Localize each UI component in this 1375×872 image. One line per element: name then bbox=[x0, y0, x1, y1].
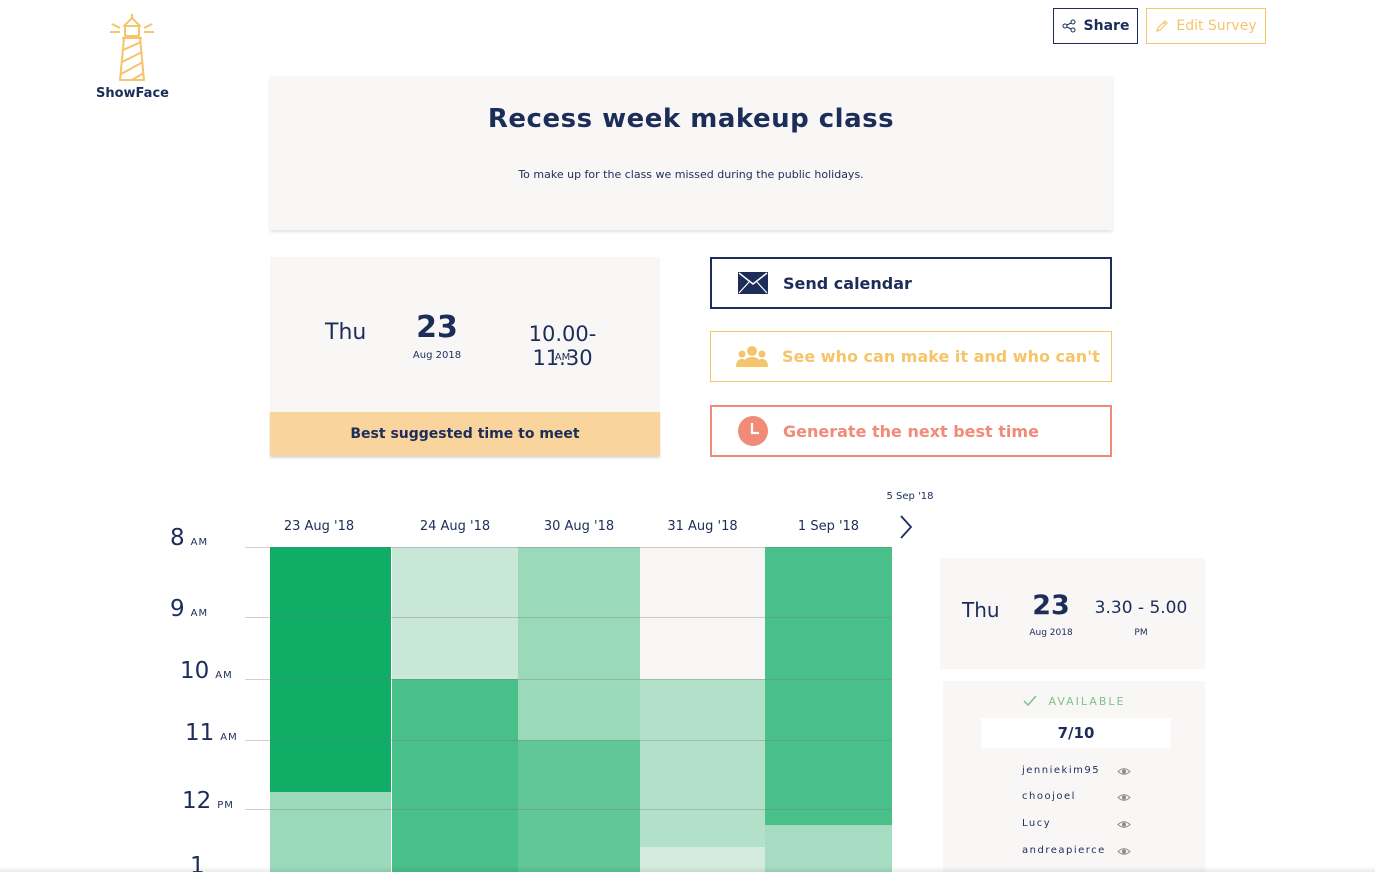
see-who-label: See who can make it and who can't bbox=[782, 347, 1100, 366]
pencil-icon bbox=[1156, 19, 1169, 32]
participant-name: choojoel bbox=[1022, 791, 1076, 802]
available-count: 7/10 bbox=[981, 718, 1171, 748]
heatmap-cell[interactable] bbox=[640, 846, 765, 872]
heatmap-cell[interactable] bbox=[765, 547, 892, 825]
generate-next-button[interactable]: Generate the next best time bbox=[710, 405, 1112, 457]
hour-label: 9 AM bbox=[170, 596, 209, 622]
best-suggested-banner: Best suggested time to meet bbox=[270, 412, 660, 456]
column-label: 1 Sep '18 bbox=[797, 519, 860, 534]
survey-description: To make up for the class we missed durin… bbox=[518, 168, 864, 181]
participant-name: jenniekim95 bbox=[1022, 765, 1101, 776]
heatmap-cell[interactable] bbox=[392, 547, 518, 679]
page-bottom-edge bbox=[0, 866, 1375, 872]
logo-text: ShowFace bbox=[96, 86, 169, 101]
generate-next-label: Generate the next best time bbox=[783, 421, 1039, 441]
logo[interactable]: ShowFace bbox=[96, 12, 169, 101]
chevron-right-icon[interactable] bbox=[898, 514, 914, 540]
slot-day: Thu bbox=[962, 598, 1000, 622]
heatmap-cell[interactable] bbox=[270, 791, 391, 872]
best-time-card: Thu 23 Aug 2018 10.00-11.30 AM Best sugg… bbox=[270, 257, 660, 456]
hour-gridline bbox=[245, 809, 892, 810]
check-icon bbox=[1022, 695, 1037, 707]
slot-month-year: Aug 2018 bbox=[1029, 628, 1073, 638]
eye-icon[interactable] bbox=[1117, 793, 1131, 802]
share-label: Share bbox=[1083, 18, 1130, 34]
survey-title: Recess week makeup class bbox=[487, 104, 895, 134]
slot-date: 23 bbox=[1032, 590, 1070, 621]
eye-icon[interactable] bbox=[1117, 847, 1131, 856]
hour-gridline bbox=[245, 679, 892, 680]
availability-panel: AVAILABLE 7/10 jenniekim95 choojoel Lucy… bbox=[943, 681, 1205, 872]
send-calendar-label: Send calendar bbox=[783, 273, 912, 293]
best-time-range: 10.00-11.30 bbox=[528, 322, 597, 370]
column-label: 23 Aug '18 bbox=[283, 519, 355, 534]
participant-name: Lucy bbox=[1022, 818, 1052, 829]
heatmap-cell[interactable] bbox=[392, 679, 518, 872]
column-label: 31 Aug '18 bbox=[667, 519, 738, 534]
heatmap-cell[interactable] bbox=[640, 547, 765, 679]
best-ampm: AM bbox=[554, 352, 571, 363]
edit-survey-button[interactable]: Edit Survey bbox=[1146, 8, 1266, 44]
slot-time-range: 3.30 - 5.00 bbox=[1094, 598, 1188, 618]
hour-gridline bbox=[245, 617, 892, 618]
hour-label: 8 AM bbox=[170, 525, 209, 551]
send-calendar-button[interactable]: Send calendar bbox=[710, 257, 1112, 309]
heatmap-cell[interactable] bbox=[270, 547, 391, 792]
column-label: 30 Aug '18 bbox=[543, 519, 615, 534]
share-button[interactable]: Share bbox=[1053, 8, 1138, 44]
survey-header-card: Recess week makeup class To make up for … bbox=[270, 76, 1112, 230]
lighthouse-icon bbox=[110, 14, 154, 81]
envelope-icon bbox=[737, 272, 769, 294]
column-label: 24 Aug '18 bbox=[419, 519, 491, 534]
heatmap-cell[interactable] bbox=[518, 740, 640, 872]
eye-icon[interactable] bbox=[1117, 767, 1131, 776]
selected-slot-card: Thu 23 Aug 2018 3.30 - 5.00 PM bbox=[940, 558, 1205, 669]
hour-gridline bbox=[245, 740, 892, 741]
eye-icon[interactable] bbox=[1117, 820, 1131, 829]
available-header: AVAILABLE bbox=[943, 695, 1205, 708]
heatmap-cell[interactable] bbox=[518, 547, 640, 740]
best-month-year: Aug 2018 bbox=[412, 350, 462, 361]
hour-gridline bbox=[245, 547, 892, 548]
best-day: Thu bbox=[325, 320, 367, 345]
people-icon bbox=[736, 345, 768, 369]
see-who-button[interactable]: See who can make it and who can't bbox=[710, 331, 1112, 382]
next-date-label: 5 Sep '18 bbox=[886, 491, 934, 502]
clock-icon bbox=[737, 416, 769, 446]
heatmap-cell[interactable] bbox=[765, 824, 892, 872]
hour-label: 11 AM bbox=[185, 720, 238, 746]
best-date: 23 bbox=[416, 310, 458, 345]
participant-name: andreapierce bbox=[1022, 845, 1106, 856]
slot-ampm: PM bbox=[1134, 628, 1148, 638]
hour-label: 10 AM bbox=[180, 658, 233, 684]
edit-survey-label: Edit Survey bbox=[1176, 18, 1257, 34]
hour-label: 12 PM bbox=[182, 788, 234, 814]
heatmap-cell[interactable] bbox=[640, 679, 765, 847]
share-icon bbox=[1062, 19, 1076, 33]
hour-label: 1 bbox=[190, 853, 205, 872]
